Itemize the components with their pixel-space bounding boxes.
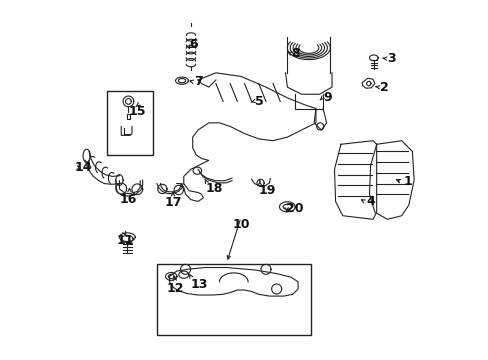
Text: 8: 8 [290,47,299,60]
Bar [157,264,310,336]
Text: 14: 14 [75,161,92,174]
Text: 2: 2 [380,81,388,94]
Text: 5: 5 [255,95,264,108]
Text: 18: 18 [205,182,222,195]
Text: 12: 12 [166,282,183,295]
Text: 19: 19 [258,184,276,197]
Text: 3: 3 [386,52,395,65]
Text: 1: 1 [403,175,411,188]
Text: 15: 15 [128,105,146,118]
Text: 17: 17 [164,196,182,209]
Text: 13: 13 [190,278,208,291]
Text: 16: 16 [120,193,137,206]
Text: 9: 9 [323,91,331,104]
Text: 11: 11 [116,234,133,247]
Text: 7: 7 [194,75,203,88]
Text: 20: 20 [285,202,303,215]
Text: 4: 4 [365,195,374,208]
Text: 6: 6 [189,38,197,51]
Bar [107,91,153,155]
Text: 10: 10 [232,217,249,230]
